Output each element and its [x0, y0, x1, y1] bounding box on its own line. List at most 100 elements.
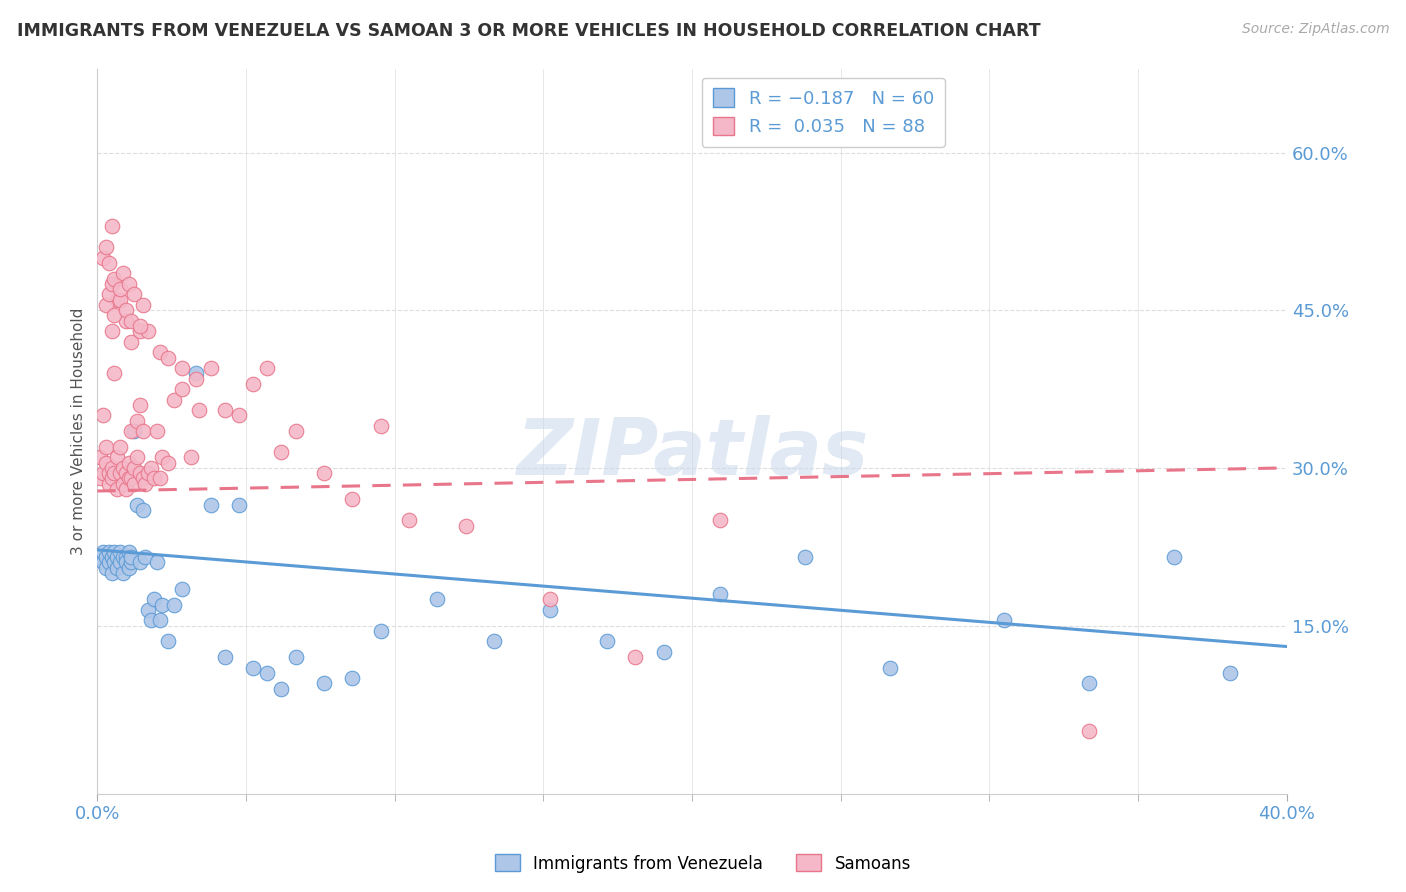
Point — [120, 471, 142, 485]
Point — [172, 582, 194, 596]
Point — [125, 450, 148, 465]
Point — [125, 498, 148, 512]
Point — [128, 318, 150, 333]
Point — [312, 676, 335, 690]
Point — [426, 592, 449, 607]
Point — [370, 418, 392, 433]
Point — [143, 592, 166, 607]
Point — [284, 650, 307, 665]
Point — [993, 613, 1015, 627]
Point — [105, 482, 128, 496]
Point — [125, 414, 148, 428]
Point — [1077, 723, 1099, 738]
Point — [108, 545, 131, 559]
Point — [163, 392, 186, 407]
Point — [97, 256, 120, 270]
Point — [91, 251, 114, 265]
Point — [242, 376, 264, 391]
Point — [91, 466, 114, 480]
Point — [128, 398, 150, 412]
Point — [794, 550, 817, 565]
Point — [114, 556, 136, 570]
Point — [398, 513, 420, 527]
Point — [122, 476, 145, 491]
Point — [94, 440, 117, 454]
Point — [284, 424, 307, 438]
Point — [105, 560, 128, 574]
Point — [312, 466, 335, 480]
Text: ZIPatlas: ZIPatlas — [516, 415, 869, 491]
Point — [131, 503, 153, 517]
Point — [186, 371, 208, 385]
Legend: Immigrants from Venezuela, Samoans: Immigrants from Venezuela, Samoans — [488, 847, 918, 880]
Point — [117, 560, 139, 574]
Point — [540, 603, 562, 617]
Point — [108, 282, 131, 296]
Point — [108, 293, 131, 307]
Point — [131, 298, 153, 312]
Point — [134, 550, 156, 565]
Point — [91, 556, 114, 570]
Point — [114, 466, 136, 480]
Point — [188, 403, 211, 417]
Text: Source: ZipAtlas.com: Source: ZipAtlas.com — [1241, 22, 1389, 37]
Point — [105, 550, 128, 565]
Point — [114, 303, 136, 318]
Point — [122, 424, 145, 438]
Point — [146, 424, 169, 438]
Point — [143, 471, 166, 485]
Point — [709, 587, 731, 601]
Point — [91, 545, 114, 559]
Point — [94, 550, 117, 565]
Point — [172, 361, 194, 376]
Point — [131, 424, 153, 438]
Point — [149, 345, 172, 359]
Point — [97, 466, 120, 480]
Point — [228, 409, 250, 423]
Point — [186, 366, 208, 380]
Text: IMMIGRANTS FROM VENEZUELA VS SAMOAN 3 OR MORE VEHICLES IN HOUSEHOLD CORRELATION : IMMIGRANTS FROM VENEZUELA VS SAMOAN 3 OR… — [17, 22, 1040, 40]
Point — [879, 660, 901, 674]
Point — [152, 450, 174, 465]
Point — [128, 466, 150, 480]
Point — [111, 566, 134, 580]
Point — [94, 456, 117, 470]
Point — [342, 671, 364, 685]
Point — [149, 471, 172, 485]
Point — [134, 476, 156, 491]
Point — [103, 271, 125, 285]
Point — [97, 476, 120, 491]
Point — [214, 650, 236, 665]
Point — [100, 566, 122, 580]
Point — [157, 456, 180, 470]
Point — [89, 471, 111, 485]
Point — [596, 634, 619, 648]
Point — [242, 660, 264, 674]
Point — [122, 461, 145, 475]
Point — [100, 277, 122, 291]
Point — [120, 424, 142, 438]
Point — [120, 314, 142, 328]
Point — [117, 456, 139, 470]
Point — [652, 645, 675, 659]
Point — [120, 334, 142, 349]
Point — [270, 681, 292, 696]
Point — [709, 513, 731, 527]
Point — [103, 545, 125, 559]
Point — [157, 351, 180, 365]
Point — [108, 556, 131, 570]
Point — [157, 634, 180, 648]
Point — [120, 556, 142, 570]
Point — [136, 603, 159, 617]
Point — [105, 450, 128, 465]
Point — [97, 545, 120, 559]
Y-axis label: 3 or more Vehicles in Household: 3 or more Vehicles in Household — [72, 308, 86, 555]
Point — [136, 324, 159, 338]
Point — [370, 624, 392, 638]
Point — [149, 613, 172, 627]
Point — [540, 592, 562, 607]
Point — [270, 445, 292, 459]
Point — [200, 498, 222, 512]
Point — [94, 240, 117, 254]
Point — [114, 482, 136, 496]
